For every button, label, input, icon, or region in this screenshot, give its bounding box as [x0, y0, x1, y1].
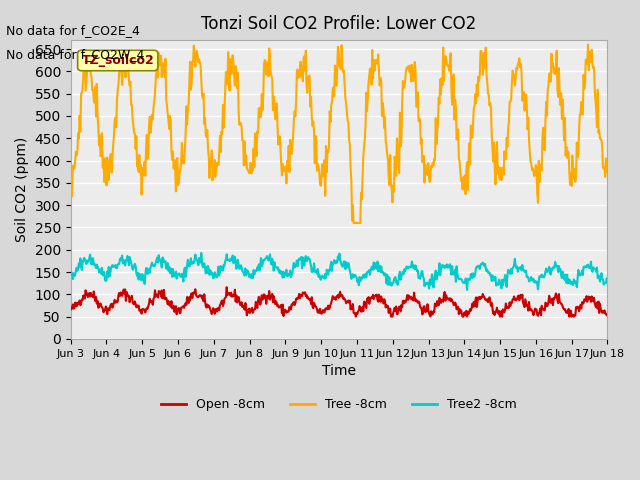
Text: TZ_soilco2: TZ_soilco2	[81, 54, 154, 67]
Legend: Open -8cm, Tree -8cm, Tree2 -8cm: Open -8cm, Tree -8cm, Tree2 -8cm	[156, 394, 522, 416]
Text: No data for f_CO2W_4: No data for f_CO2W_4	[6, 48, 145, 60]
X-axis label: Time: Time	[322, 364, 356, 378]
Y-axis label: Soil CO2 (ppm): Soil CO2 (ppm)	[15, 137, 29, 242]
Title: Tonzi Soil CO2 Profile: Lower CO2: Tonzi Soil CO2 Profile: Lower CO2	[202, 15, 477, 33]
Text: No data for f_CO2E_4: No data for f_CO2E_4	[6, 24, 140, 36]
